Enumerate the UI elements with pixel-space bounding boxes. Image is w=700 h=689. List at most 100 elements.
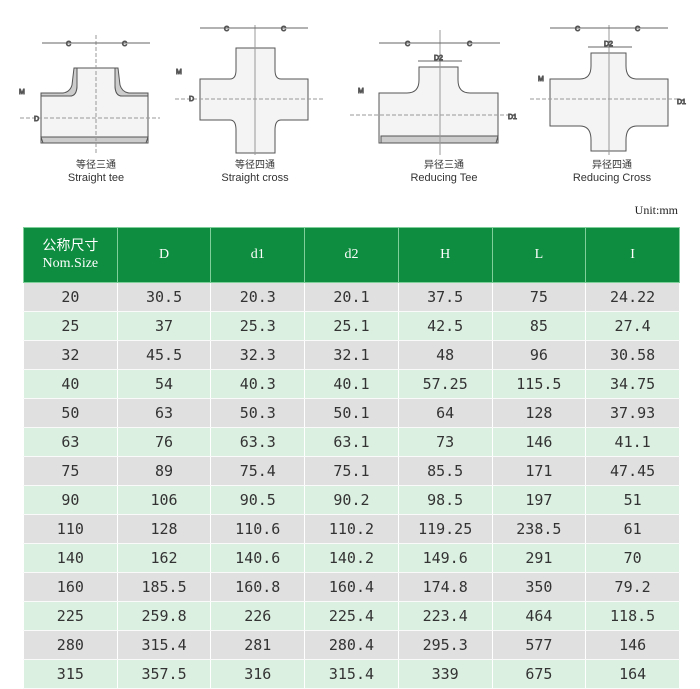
table-row: 110 128 110.6 110.2 119.25 238.5 61 (23, 514, 680, 544)
table-cell: 34.75 (585, 369, 680, 399)
dimension-label: D (189, 96, 194, 103)
dimension-label: C (122, 41, 127, 48)
table-cell: 45.5 (116, 340, 212, 370)
caption-cn: 异径四通 (592, 160, 632, 171)
table-cell: 50.3 (210, 398, 306, 428)
table-cell: 98.5 (397, 485, 493, 515)
fitting-diagrams: C C M D C C M D C C D2 M D1 (19, 25, 687, 155)
table-cell: 90.5 (210, 485, 306, 515)
table-row: 32 45.5 32.3 32.1 48 96 30.58 (23, 340, 680, 370)
dimension-label: D (34, 116, 39, 123)
caption-en: Reducing Tee (410, 172, 478, 184)
cell-nom-size: 32 (23, 340, 118, 370)
cell-nom-size: 20 (23, 282, 118, 312)
table-cell: 146 (585, 630, 680, 660)
dimension-label: M (176, 69, 182, 76)
cell-nom-size: 280 (23, 630, 118, 660)
table-cell: 63.1 (304, 427, 399, 457)
dimension-label: D1 (677, 99, 686, 106)
table-cell: 223.4 (397, 601, 493, 631)
table-cell: 185.5 (116, 572, 212, 602)
dimension-label: D1 (508, 114, 517, 121)
header-col: d1 (210, 227, 306, 283)
table-cell: 40.1 (304, 369, 399, 399)
table-cell: 90.2 (304, 485, 399, 515)
cell-nom-size: 40 (23, 369, 118, 399)
caption-cn: 异径三通 (424, 160, 464, 171)
table-cell: 350 (491, 572, 587, 602)
table-cell: 146 (491, 427, 587, 457)
table-cell: 225.4 (304, 601, 399, 631)
cell-nom-size: 50 (23, 398, 118, 428)
table-cell: 281 (210, 630, 306, 660)
table-cell: 110.2 (304, 514, 399, 544)
table-cell: 30.5 (116, 282, 212, 312)
caption-en: Straight cross (221, 172, 289, 184)
table-cell: 164 (585, 659, 680, 689)
dimension-label: C (575, 26, 580, 33)
table-cell: 75 (491, 282, 587, 312)
table-cell: 79.2 (585, 572, 680, 602)
table-cell: 316 (210, 659, 306, 689)
header-col: D (116, 227, 212, 283)
table-cell: 85.5 (397, 456, 493, 486)
header-cn: 公称尺寸 (42, 239, 99, 254)
table-cell: 140.2 (304, 543, 399, 573)
table-cell: 20.1 (304, 282, 399, 312)
table-cell: 238.5 (491, 514, 587, 544)
dimension-label: C (467, 41, 472, 48)
table-cell: 89 (116, 456, 212, 486)
table-cell: 110.6 (210, 514, 306, 544)
table-cell: 96 (491, 340, 587, 370)
caption-en: Straight tee (67, 172, 125, 184)
table-cell: 577 (491, 630, 587, 660)
table-cell: 51 (585, 485, 680, 515)
table-cell: 37.93 (585, 398, 680, 428)
table-cell: 149.6 (397, 543, 493, 573)
dimension-label: D2 (434, 55, 443, 62)
table-cell: 280.4 (304, 630, 399, 660)
caption-cn: 等径三通 (76, 160, 116, 171)
table-row: 140 162 140.6 140.2 149.6 291 70 (23, 543, 680, 573)
table-cell: 128 (491, 398, 587, 428)
dimension-label: C (224, 26, 229, 33)
table-cell: 115.5 (491, 369, 587, 399)
caption-reducing-cross: 异径四通 Reducing Cross (552, 160, 672, 184)
table-cell: 315.4 (116, 630, 212, 660)
table-cell: 70 (585, 543, 680, 573)
table-cell: 85 (491, 311, 587, 341)
table-cell: 27.4 (585, 311, 680, 341)
table-row: 225 259.8 226 225.4 223.4 464 118.5 (23, 601, 680, 631)
cell-nom-size: 75 (23, 456, 118, 486)
table-cell: 30.58 (585, 340, 680, 370)
table-row: 75 89 75.4 75.1 85.5 171 47.45 (23, 456, 680, 486)
table-row: 50 63 50.3 50.1 64 128 37.93 (23, 398, 680, 428)
table-cell: 106 (116, 485, 212, 515)
table-cell: 160.4 (304, 572, 399, 602)
table-cell: 24.22 (585, 282, 680, 312)
cell-nom-size: 315 (23, 659, 118, 689)
unit-label: Unit:mm (634, 203, 678, 217)
table-cell: 63 (116, 398, 212, 428)
table-cell: 25.3 (210, 311, 306, 341)
dimension-label: C (66, 41, 71, 48)
table-cell: 315.4 (304, 659, 399, 689)
table-cell: 171 (491, 456, 587, 486)
table-cell: 75.4 (210, 456, 306, 486)
dimension-label: M (538, 76, 544, 83)
table-cell: 119.25 (397, 514, 493, 544)
caption-en: Reducing Cross (572, 172, 652, 184)
table-row: 90 106 90.5 90.2 98.5 197 51 (23, 485, 680, 515)
table-cell: 128 (116, 514, 212, 544)
dimension-label: C (405, 41, 410, 48)
dimension-label: D2 (604, 41, 613, 48)
header-col: I (585, 227, 680, 283)
dimension-label: M (19, 89, 25, 96)
table-cell: 73 (397, 427, 493, 457)
cell-nom-size: 25 (23, 311, 118, 341)
caption-reducing-tee: 异径三通 Reducing Tee (384, 160, 504, 184)
table-cell: 464 (491, 601, 587, 631)
table-row: 280 315.4 281 280.4 295.3 577 146 (23, 630, 680, 660)
table-cell: 20.3 (210, 282, 306, 312)
table-cell: 291 (491, 543, 587, 573)
